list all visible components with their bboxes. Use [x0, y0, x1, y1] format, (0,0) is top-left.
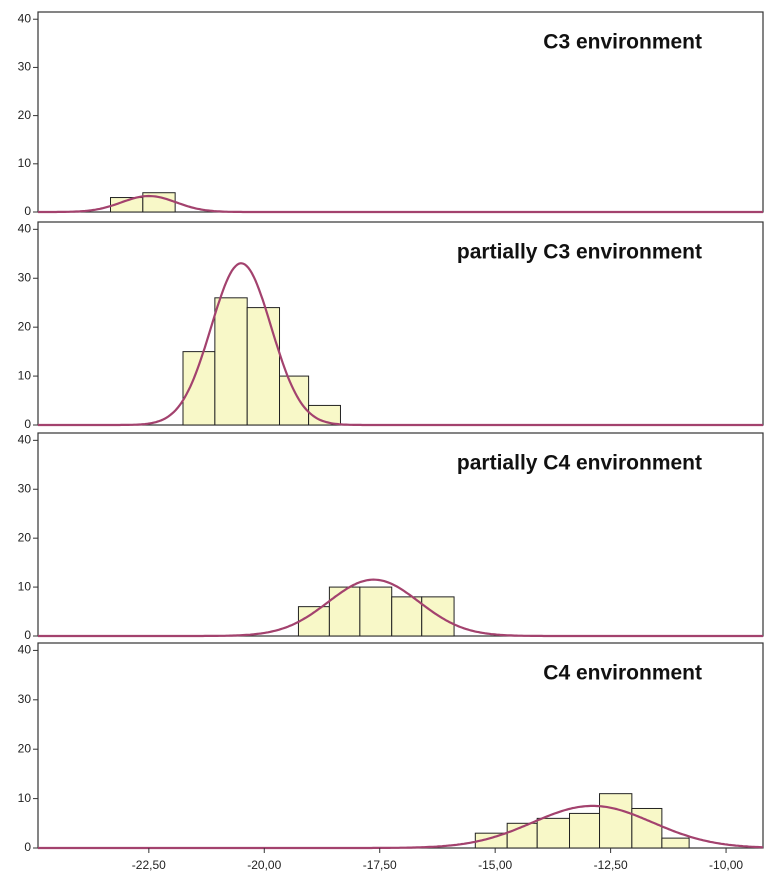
histogram-bar [308, 404, 341, 426]
x-tick-label: -20,00 [247, 858, 281, 872]
histogram-bar [536, 817, 571, 849]
histogram-bar [599, 793, 633, 849]
histogram-bar [661, 837, 690, 849]
y-tick-label: 40 [18, 643, 32, 657]
normal-curve [38, 194, 763, 214]
y-tick-label: 0 [24, 840, 31, 854]
x-tick-label: -15,00 [478, 858, 512, 872]
panel-title: C3 environment [543, 31, 702, 54]
panel-title: partially C3 environment [457, 241, 702, 264]
y-tick-label: 30 [18, 481, 32, 495]
y-tick-label: 10 [18, 579, 32, 593]
y-tick-label: 40 [18, 11, 32, 25]
y-tick-label: 10 [18, 156, 32, 170]
y-tick-label: 40 [18, 222, 32, 236]
y-tick-label: 20 [18, 530, 32, 544]
x-tick-label: -12,50 [594, 858, 628, 872]
histogram-bar [328, 586, 361, 637]
y-tick-label: 20 [18, 108, 32, 122]
y-tick-label: 30 [18, 692, 32, 706]
histogram-bar [214, 297, 248, 426]
y-tick-label: 10 [18, 791, 32, 805]
y-tick-label: 0 [24, 628, 31, 642]
y-tick-label: 30 [18, 60, 32, 74]
x-tick-label: -10,00 [709, 858, 743, 872]
y-tick-label: 20 [18, 319, 32, 333]
y-tick-label: 30 [18, 270, 32, 284]
x-tick-label: -22,50 [132, 858, 166, 872]
histogram-bar [359, 586, 393, 637]
panel-title: C4 environment [543, 662, 702, 685]
histogram-bar [246, 307, 281, 426]
normal-curve [38, 804, 764, 850]
panel-title: partially C4 environment [457, 452, 702, 475]
normal-curve [38, 578, 763, 638]
histogram-bar [631, 807, 663, 849]
y-tick-label: 0 [24, 417, 31, 431]
histogram-bar [391, 596, 423, 637]
y-tick-label: 20 [18, 741, 32, 755]
histogram-bar [279, 375, 310, 426]
normal-curve [38, 262, 763, 427]
y-tick-label: 40 [18, 433, 32, 447]
x-tick-label: -17,50 [363, 858, 397, 872]
y-tick-label: 0 [24, 204, 31, 218]
y-tick-label: 10 [18, 368, 32, 382]
histogram-bar [569, 812, 601, 849]
histogram-bar [297, 606, 330, 637]
